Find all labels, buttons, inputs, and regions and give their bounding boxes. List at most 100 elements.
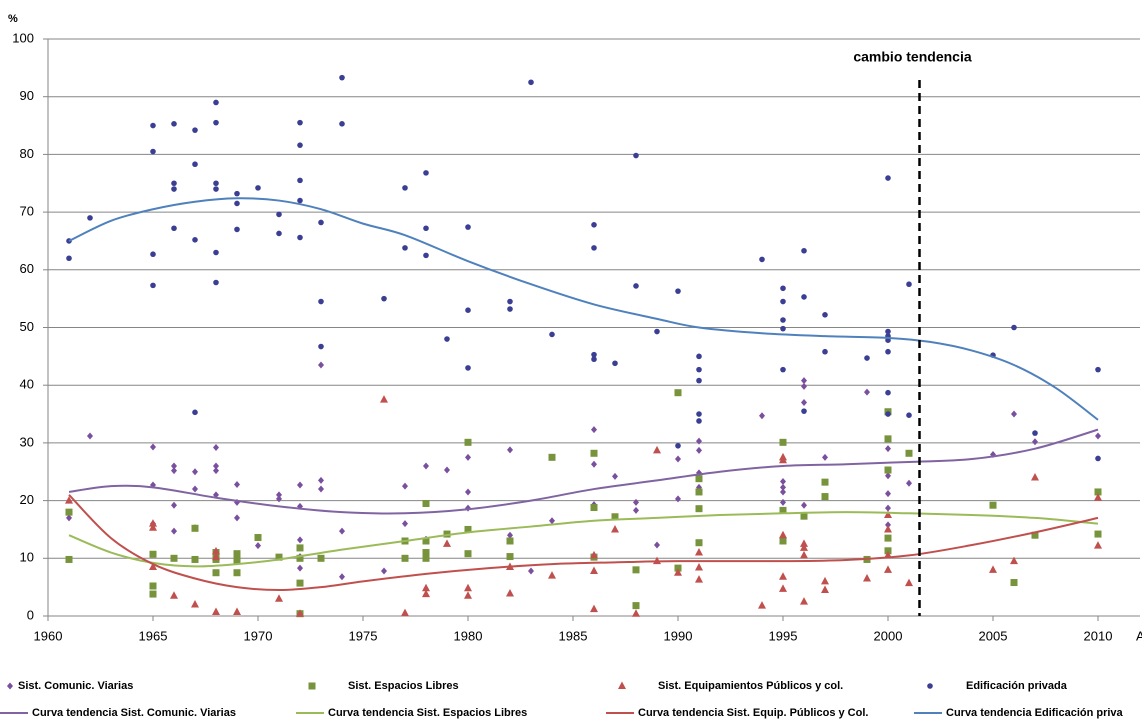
point (213, 249, 219, 256)
point (233, 569, 241, 577)
point (548, 571, 556, 579)
point (1010, 556, 1018, 565)
point (254, 534, 262, 542)
point (864, 355, 870, 361)
point (401, 554, 409, 562)
point (989, 565, 997, 573)
point (822, 453, 828, 461)
trend-line (68, 511, 1099, 568)
point (381, 567, 387, 575)
point (695, 575, 703, 583)
point (696, 446, 702, 454)
point (212, 552, 220, 561)
x-tick-label: 1965 (139, 628, 168, 643)
y-tick-label: 30 (20, 434, 34, 449)
point (885, 472, 891, 480)
point (611, 524, 619, 533)
point (779, 537, 787, 545)
point (213, 467, 219, 475)
point (780, 488, 786, 496)
legend-label: Curva tendencia Edificación priva (946, 707, 1124, 719)
point (192, 485, 198, 493)
point (213, 444, 219, 452)
point (212, 546, 220, 555)
point (507, 446, 513, 454)
point (255, 542, 261, 550)
point (906, 412, 912, 419)
point (170, 554, 178, 562)
point (296, 609, 304, 617)
point (696, 366, 702, 373)
point (171, 186, 177, 192)
point (1095, 366, 1101, 373)
point (213, 99, 219, 106)
point (339, 573, 345, 581)
point (779, 455, 787, 464)
point (276, 491, 282, 499)
y-axis-label: % (8, 13, 18, 25)
legend-item: Sist. Espacios Libres (308, 680, 459, 692)
point (149, 550, 157, 558)
point (339, 121, 345, 127)
x-tick-label: 1970 (244, 628, 273, 643)
y-tick-label: 90 (20, 88, 34, 103)
point (591, 426, 597, 434)
point (758, 601, 766, 609)
point (149, 590, 157, 598)
legend-item: Curva tendencia Edificación priva (914, 707, 1124, 719)
point (339, 74, 345, 81)
point (422, 499, 430, 507)
point (801, 501, 807, 509)
point (297, 481, 303, 489)
point (528, 79, 534, 86)
point (1095, 455, 1101, 462)
point (234, 480, 240, 488)
legend-label: Sist. Equipamientos Públicos y col. (658, 680, 843, 692)
point (66, 255, 72, 262)
point (801, 294, 807, 300)
point (885, 411, 891, 417)
point (66, 514, 72, 522)
point (402, 482, 408, 490)
point (507, 306, 513, 312)
point (884, 466, 892, 474)
point (801, 399, 807, 407)
point (1010, 579, 1018, 587)
point (1094, 541, 1102, 549)
point (675, 288, 681, 294)
point (696, 411, 702, 417)
point (1032, 438, 1038, 446)
point (674, 564, 682, 572)
point (884, 524, 892, 533)
point (618, 681, 626, 689)
point (149, 523, 157, 531)
point (696, 377, 702, 384)
point (506, 553, 514, 561)
point (276, 230, 282, 237)
point (821, 576, 829, 585)
legend-label: Sist. Comunic. Viarias (18, 680, 133, 692)
point (275, 594, 283, 602)
point (444, 336, 450, 342)
point (297, 119, 303, 126)
legend-item: Sist. Equipamientos Públicos y col. (618, 680, 843, 692)
y-tick-label: 70 (20, 204, 34, 219)
point (654, 541, 660, 549)
point (885, 490, 891, 498)
point (422, 589, 430, 598)
point (150, 282, 156, 289)
point (318, 343, 324, 350)
point (696, 437, 702, 445)
point (192, 127, 198, 133)
point (675, 442, 681, 449)
point (590, 604, 598, 613)
point (171, 501, 177, 509)
point (318, 298, 324, 305)
point (150, 443, 156, 451)
point (401, 608, 409, 617)
point (695, 488, 703, 496)
point (633, 152, 639, 159)
point (171, 462, 177, 470)
point (695, 475, 703, 483)
point (885, 445, 891, 453)
